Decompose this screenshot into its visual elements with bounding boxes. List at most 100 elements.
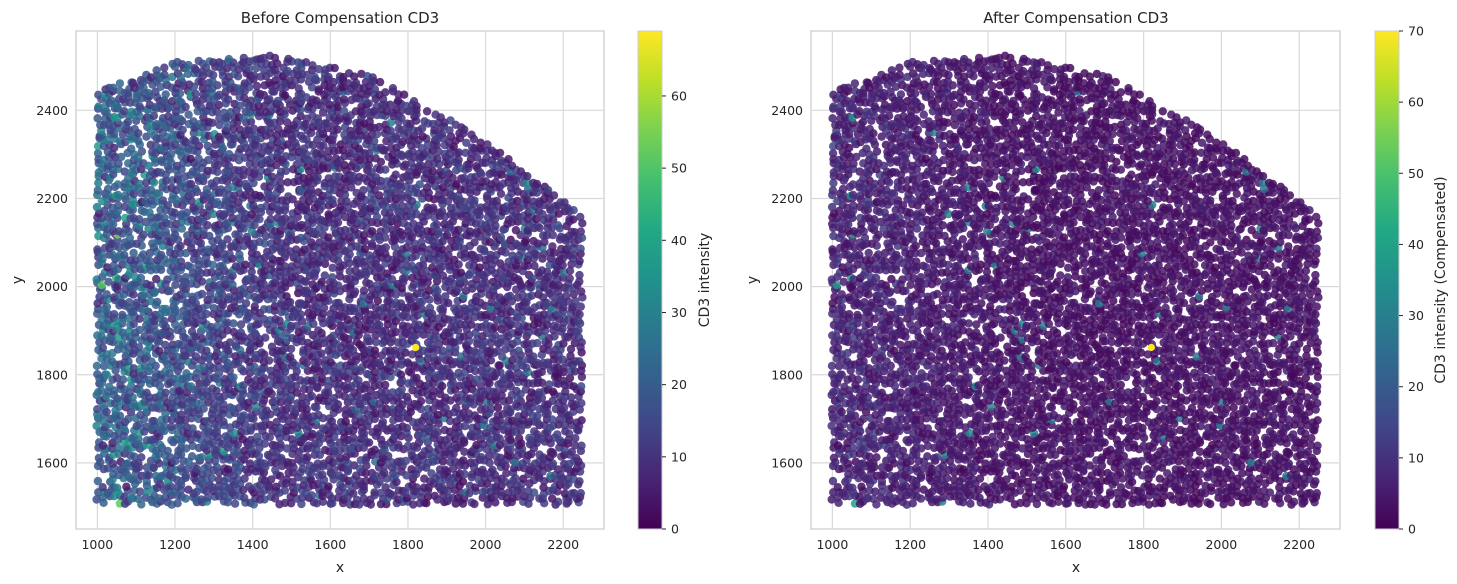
cell-point bbox=[459, 197, 469, 207]
cell-point bbox=[129, 248, 138, 258]
cell-point bbox=[194, 256, 203, 265]
cell-point bbox=[577, 441, 586, 450]
cell-point bbox=[409, 500, 418, 509]
cell-point bbox=[343, 374, 353, 383]
cell-point bbox=[135, 215, 144, 224]
cell-point bbox=[114, 227, 123, 236]
cell-point bbox=[491, 178, 500, 187]
cell-point bbox=[239, 138, 249, 147]
cell-point bbox=[276, 440, 285, 449]
cell-point bbox=[166, 453, 175, 462]
cell-point bbox=[260, 459, 269, 468]
cell-point bbox=[303, 453, 312, 462]
cell-point bbox=[188, 424, 197, 433]
cell-point bbox=[386, 489, 395, 499]
cell-point bbox=[561, 291, 571, 301]
cell-point bbox=[485, 458, 494, 467]
cell-point bbox=[496, 453, 505, 462]
cell-point bbox=[280, 486, 290, 495]
cell-point bbox=[329, 465, 339, 474]
cell-point bbox=[152, 274, 161, 284]
cell-point bbox=[161, 409, 170, 418]
cell-point bbox=[575, 310, 584, 319]
cell-point bbox=[188, 441, 197, 451]
cell-point bbox=[118, 310, 127, 320]
cell-point bbox=[92, 361, 102, 371]
cell-point bbox=[548, 459, 558, 468]
cell-point bbox=[401, 456, 410, 466]
cell-point bbox=[187, 238, 196, 248]
cell-point bbox=[208, 260, 218, 270]
cell-point bbox=[341, 417, 350, 426]
cell-point bbox=[298, 464, 307, 474]
cell-point bbox=[570, 367, 580, 376]
cell-point bbox=[338, 483, 347, 492]
cell-point bbox=[176, 257, 186, 266]
cell-point bbox=[308, 429, 317, 439]
cell-point bbox=[320, 271, 329, 280]
cell-point bbox=[360, 405, 369, 415]
cell-point bbox=[238, 435, 248, 444]
cell-point bbox=[265, 433, 274, 442]
cell-point bbox=[553, 465, 563, 474]
cell-point bbox=[255, 191, 264, 201]
cell-point bbox=[388, 405, 397, 414]
cell-point bbox=[155, 381, 165, 391]
cell-point bbox=[539, 453, 548, 462]
cell-point bbox=[470, 347, 479, 356]
cell-point bbox=[286, 344, 296, 354]
cell-point bbox=[118, 375, 128, 384]
cell-point bbox=[186, 179, 196, 189]
cell-point bbox=[394, 440, 403, 449]
cell-point bbox=[98, 441, 108, 450]
cell-point bbox=[146, 281, 155, 290]
cell-point bbox=[543, 185, 553, 195]
cell-point bbox=[512, 386, 521, 396]
cell-point bbox=[174, 274, 183, 283]
cell-point bbox=[212, 198, 222, 207]
cell-point bbox=[282, 292, 291, 301]
cell-point bbox=[388, 388, 397, 397]
cell-point bbox=[145, 208, 154, 217]
chart-title: Before Compensation CD3 bbox=[241, 9, 439, 27]
cell-point bbox=[386, 372, 395, 382]
cell-point bbox=[144, 375, 153, 385]
cell-point bbox=[402, 392, 412, 402]
cell-point bbox=[284, 192, 293, 201]
cell-point bbox=[377, 143, 386, 153]
cell-point bbox=[459, 456, 468, 465]
cell-point bbox=[271, 482, 281, 491]
cell-point bbox=[569, 488, 579, 498]
cell-point bbox=[156, 400, 166, 409]
cell-point bbox=[97, 386, 106, 395]
cell-point bbox=[559, 376, 568, 385]
cell-point bbox=[576, 489, 585, 498]
cell-point bbox=[224, 465, 233, 474]
cell-point bbox=[511, 226, 521, 235]
cell-point bbox=[548, 448, 557, 457]
cell-point bbox=[271, 465, 280, 475]
cell-point bbox=[142, 477, 151, 486]
cell-point bbox=[533, 411, 542, 421]
cell-point bbox=[324, 482, 333, 491]
cell-point bbox=[438, 207, 447, 216]
cell-point bbox=[142, 388, 151, 397]
cell-point bbox=[441, 393, 450, 402]
cell-point bbox=[191, 352, 201, 361]
cell-point bbox=[170, 208, 179, 217]
cell-point bbox=[160, 422, 169, 431]
cell-point bbox=[506, 405, 515, 414]
cell-point bbox=[575, 357, 584, 366]
cell-point bbox=[544, 380, 554, 389]
cell-point bbox=[533, 418, 542, 427]
cell-point bbox=[382, 404, 391, 413]
cell-point bbox=[375, 477, 384, 487]
cell-point bbox=[183, 464, 192, 474]
cell-point bbox=[460, 447, 469, 456]
cell-point bbox=[533, 338, 542, 348]
cell-point bbox=[120, 492, 129, 502]
cell-point bbox=[230, 499, 240, 508]
cell-point bbox=[387, 458, 396, 467]
cell-point bbox=[302, 286, 311, 295]
cell-point bbox=[361, 468, 370, 478]
